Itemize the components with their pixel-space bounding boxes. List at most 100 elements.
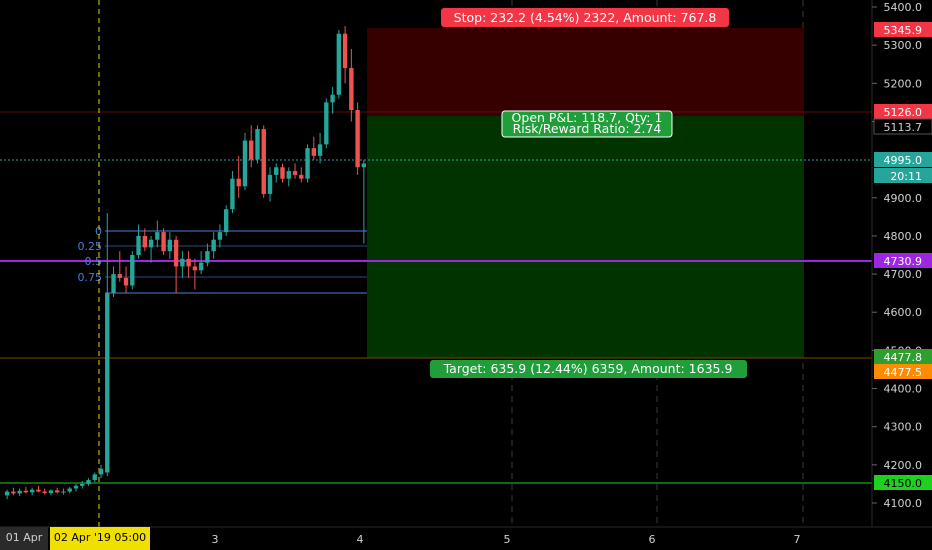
candle-body (192, 266, 198, 271)
price-tick-label: 5400.0 (884, 1, 923, 14)
pnl-label: Open P&L: 118.7, Qty: 1 Risk/Reward Rati… (501, 110, 673, 138)
price-axis[interactable]: 5400.05300.05200.05100.04900.04800.04700… (871, 0, 932, 527)
price-tag-bg (874, 22, 932, 37)
price-tag-label: 4995.0 (884, 154, 923, 167)
candle-body (23, 490, 29, 493)
time-tick-label: 4 (357, 533, 364, 546)
target-zone (367, 116, 804, 358)
candle-body (111, 274, 116, 294)
candle-body (292, 171, 298, 175)
price-tag-label: 5113.7 (884, 121, 923, 134)
time-left-label (0, 527, 48, 550)
target-label: Target: 635.9 (12.44%) 6359, Amount: 163… (430, 360, 747, 378)
candle-body (86, 480, 91, 484)
candle-body (117, 274, 122, 278)
time-tick-label: 3 (212, 533, 219, 546)
candle-body (299, 174, 304, 179)
candle-body (342, 33, 348, 69)
candle-body (336, 33, 342, 95)
svg-text:Stop: 232.2 (4.54%) 2322, Amou: Stop: 232.2 (4.54%) 2322, Amount: 767.8 (454, 10, 717, 25)
candle-body (123, 277, 129, 286)
candle-body (230, 178, 235, 210)
candle-body (280, 167, 285, 179)
price-tick-label: 4400.0 (884, 383, 923, 396)
candle-body (349, 68, 354, 111)
candle-body (48, 490, 54, 494)
candle-body (11, 491, 16, 494)
candle-body (36, 489, 41, 492)
fib-label-0.5: 0.5 (85, 255, 103, 268)
candle-body (155, 232, 160, 240)
candle-body (267, 174, 273, 194)
price-tag-label: 4477.5 (884, 366, 923, 379)
candle-body (142, 235, 148, 248)
candle-body (136, 235, 141, 255)
price-tick-label: 4700.0 (884, 268, 923, 281)
time-tick-label: 6 (649, 533, 656, 546)
stop-zone (367, 28, 804, 116)
fib-label-0.25: 0.25 (78, 240, 103, 253)
time-left-text: 01 Apr (6, 531, 43, 544)
candle-body (17, 490, 22, 494)
candle-body (180, 258, 185, 267)
price-tick-label: 4800.0 (884, 230, 923, 243)
candle-body (217, 232, 223, 240)
candle-body (67, 488, 72, 492)
price-tick-label: 4900.0 (884, 192, 923, 205)
price-tag-label: 5126.0 (884, 106, 923, 119)
price-tag-bg (874, 152, 932, 167)
candle-body (4, 491, 10, 496)
price-tag-bg (874, 349, 932, 364)
candle-body (80, 483, 85, 486)
price-tag-bg (874, 253, 932, 268)
fib-label-0.75: 0.75 (78, 271, 103, 284)
candle-body (55, 490, 60, 493)
price-tag-bg (874, 104, 932, 119)
candle-body (61, 491, 66, 493)
price-tick-label: 4200.0 (884, 459, 923, 472)
candle-body (355, 110, 360, 168)
price-tick-label: 5200.0 (884, 77, 923, 90)
candle-body (274, 167, 279, 175)
time-tick-label: 5 (504, 533, 511, 546)
candle-body (317, 144, 323, 156)
price-tag-label: 20:11 (890, 170, 922, 183)
time-cursor-text: 02 Apr '19 05:00 (54, 531, 146, 544)
candle-body (286, 171, 291, 179)
candle-body (105, 293, 110, 473)
candle-body (73, 485, 79, 489)
price-tag-bg (874, 168, 932, 183)
candle-body (148, 239, 154, 248)
candle-body (211, 239, 216, 252)
fib-retracement[interactable]: 0 0.25 0.5 0.75 (78, 225, 368, 294)
price-tag-label: 5345.9 (884, 24, 923, 37)
candle-body (249, 140, 254, 160)
candle-body (205, 251, 210, 263)
candle-body (161, 232, 166, 252)
stop-label: Stop: 232.2 (4.54%) 2322, Amount: 767.8 (441, 8, 729, 27)
candle-body (98, 468, 104, 475)
price-tick-label: 4300.0 (884, 421, 923, 434)
price-tick-label: 4600.0 (884, 306, 923, 319)
candle-body (236, 178, 241, 187)
candle-body (361, 163, 367, 168)
candle-body (311, 148, 316, 156)
price-tick-label: 4100.0 (884, 497, 923, 510)
price-tag-bg (874, 475, 932, 490)
price-tag-label: 4730.9 (884, 255, 923, 268)
candlesticks (4, 26, 367, 500)
candle-body (305, 148, 310, 179)
candle-body (242, 140, 248, 187)
price-tag-label: 4150.0 (884, 477, 923, 490)
price-tag-label: 4477.8 (884, 351, 923, 364)
candle-body (261, 129, 266, 194)
candle-body (255, 129, 260, 160)
candle-body (324, 102, 329, 145)
candle-body (42, 491, 47, 494)
time-axis[interactable]: 01 Apr 02 Apr '19 05:00 3 4 5 6 7 (0, 526, 932, 550)
svg-text:Risk/Reward Ratio: 2.74: Risk/Reward Ratio: 2.74 (513, 121, 662, 136)
candle-body (167, 239, 173, 252)
time-tick-label: 7 (794, 533, 801, 546)
price-tick-label: 5300.0 (884, 39, 923, 52)
